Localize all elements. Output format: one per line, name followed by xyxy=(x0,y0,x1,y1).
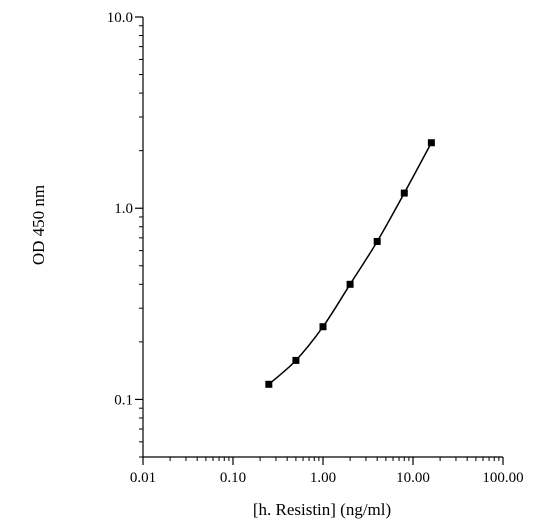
x-tick-label: 10.00 xyxy=(396,470,430,486)
data-point xyxy=(346,280,354,288)
y-tick-label: 1.0 xyxy=(114,201,133,217)
tick-labels: 0.01 0.10 1.00 10.00 100.00 0.1 1.0 10.0 xyxy=(107,10,524,486)
x-tick-label: 100.00 xyxy=(482,470,523,486)
data-point xyxy=(319,323,327,331)
y-tick-label: 10.0 xyxy=(107,10,133,26)
x-tick-label: 1.00 xyxy=(310,470,336,486)
data-point xyxy=(265,380,273,388)
data-points xyxy=(265,139,435,388)
ticks xyxy=(135,16,504,465)
data-point xyxy=(400,189,408,197)
data-point xyxy=(427,139,435,147)
axes xyxy=(142,17,503,458)
data-point xyxy=(292,356,300,364)
y-axis-label: OD 450 nm xyxy=(29,185,48,265)
x-axis-label: [h. Resistin] (ng/ml) xyxy=(253,500,391,519)
y-tick-label: 0.1 xyxy=(114,392,133,408)
series-line xyxy=(268,142,433,385)
x-tick-label: 0.01 xyxy=(130,470,156,486)
x-tick-label: 0.10 xyxy=(220,470,246,486)
data-point xyxy=(373,237,381,245)
